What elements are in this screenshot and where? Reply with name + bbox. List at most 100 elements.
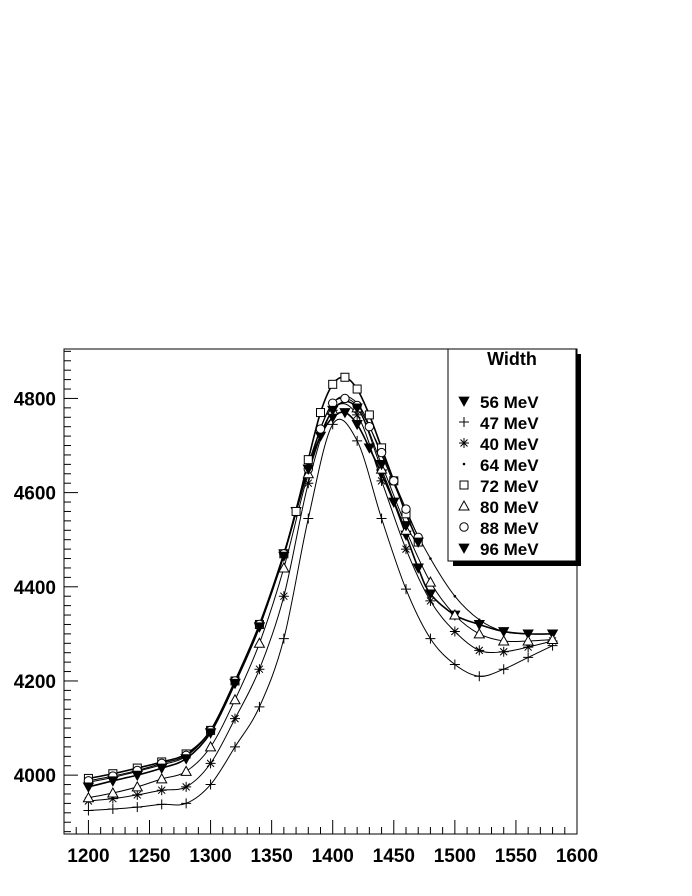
data-point-series-5 [497,634,510,646]
x-tick-label: 1550 [495,846,537,867]
data-point-series-2 [132,789,143,800]
data-point-series-5 [180,765,192,776]
data-point-series-5 [204,740,217,752]
data-point-series-6 [340,393,350,404]
data-point-series-1 [401,584,411,595]
legend-marker-3 [462,462,466,466]
data-point-series-4 [303,455,313,465]
legend-marker-2 [459,438,469,448]
legend-marker-0 [458,396,470,407]
data-point-series-1 [181,798,192,809]
data-point-series-2 [449,626,460,637]
data-point-series-2 [254,664,265,675]
data-point-series-1 [352,435,363,446]
y-tick-label: 4400 [14,578,56,599]
data-point-series-1 [83,805,94,816]
data-point-series-1 [303,513,314,524]
x-tick-label: 1600 [556,846,598,867]
data-point-series-0 [339,408,351,419]
data-point-series-6 [364,421,375,432]
data-point-series-1 [156,799,167,810]
data-point-series-7 [400,521,412,532]
data-point-series-4 [364,410,374,420]
x-tick-label: 1350 [251,846,293,867]
data-point-series-1 [132,802,143,813]
data-point-series-7 [412,537,424,548]
data-point-series-7 [278,551,290,563]
data-point-series-7 [375,459,388,471]
legend: Width 56 MeV 47 MeV 40 MeV 64 MeV 72 MeV 80 Me… [447,348,581,566]
series-line-2 [88,403,553,802]
data-point-series-3 [502,630,506,633]
data-point-series-1 [425,633,436,644]
data-point-series-5 [546,633,559,645]
data-point-series-7 [131,770,143,781]
data-point-series-0 [351,419,363,431]
data-point-series-2 [376,475,387,486]
legend-entry-4: 72 MeV [480,477,539,496]
x-tick-label: 1400 [312,846,354,867]
legend-entry-0: 56 MeV [480,393,539,412]
data-point-series-6 [315,424,326,434]
series-line-5 [88,400,553,799]
data-point-series-7 [351,403,363,414]
data-point-series-5 [82,791,95,803]
data-point-series-7 [229,678,241,690]
data-point-series-7 [156,763,168,774]
data-point-series-3 [526,632,530,636]
data-point-series-7 [82,782,95,793]
data-point-series-2 [205,758,216,769]
data-point-series-2 [303,478,314,489]
legend-entry-6: 88 MeV [480,519,539,538]
data-point-series-2 [352,409,363,420]
data-point-series-1 [278,633,289,644]
data-point-series-5 [107,787,119,798]
legend-title: Width [487,349,537,369]
data-point-series-1 [498,664,509,675]
data-point-series-5 [155,772,168,784]
series-markers [82,372,559,816]
data-point-series-5 [449,609,461,620]
data-point-series-5 [229,693,241,705]
data-point-series-2 [156,785,167,796]
series-line-1 [88,418,553,811]
data-point-series-7 [107,776,119,787]
data-point-series-2 [523,642,534,653]
legend-entry-3: 64 MeV [480,456,539,475]
data-point-series-6 [389,476,399,486]
data-point-series-6 [401,504,411,514]
x-tick-label: 1300 [189,846,231,867]
y-tick-label: 4800 [14,389,56,410]
data-point-series-5 [131,780,144,792]
data-point-series-2 [425,595,436,606]
data-point-series-1 [449,659,460,670]
data-point-series-6 [376,447,387,458]
y-tick-label: 4600 [14,484,56,505]
data-point-series-5 [253,637,266,648]
y-tick-label: 4200 [14,672,56,693]
legend-marker-5 [458,499,470,511]
legend-marker-1 [459,417,469,427]
data-point-series-4 [328,379,338,389]
y-tick-label: 4000 [14,766,56,787]
legend-entry-5: 80 MeV [480,498,539,517]
data-point-series-7 [180,754,192,765]
series-line-7 [88,401,419,788]
plot-axes: 1200 1250 1300 1350 1400 1450 1500 1550 1600 4000… [14,348,598,867]
data-point-series-7 [253,622,266,633]
data-point-series-5 [424,576,437,587]
x-tick-label: 1200 [67,846,109,867]
data-point-series-1 [230,741,240,752]
data-point-series-5 [278,561,290,573]
data-point-series-2 [474,645,485,656]
series-line-6 [88,397,419,782]
data-point-series-1 [376,513,387,524]
data-point-series-0 [424,589,437,600]
data-point-series-2 [107,793,118,804]
data-point-series-7 [327,405,339,417]
data-point-series-2 [401,544,411,555]
legend-entry-1: 47 MeV [480,414,539,433]
data-point-series-0 [388,497,400,508]
legend-marker-6 [459,522,469,532]
data-point-series-1 [107,804,118,815]
